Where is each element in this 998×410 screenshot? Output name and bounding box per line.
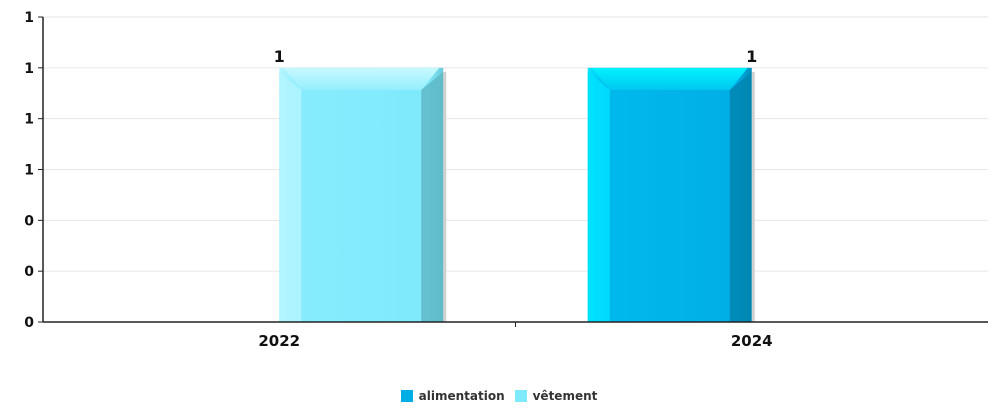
y-tick-label: 0 — [24, 264, 34, 280]
y-tick-label: 1 — [24, 112, 34, 128]
bar-front-face — [279, 67, 444, 322]
y-tick-label: 1 — [24, 61, 34, 77]
legend-item-vêtement[interactable]: vêtement — [514, 389, 598, 403]
bar-2024-alimentation[interactable] — [587, 67, 755, 322]
bar-left-bevel — [279, 71, 302, 322]
bar-top-bevel — [283, 67, 440, 90]
x-tick-label: 2022 — [258, 332, 300, 350]
y-tick-label: 0 — [24, 213, 34, 229]
bar-shadow — [751, 71, 755, 322]
legend-swatch — [400, 390, 413, 402]
x-tick-label: 2024 — [731, 332, 773, 350]
y-tick-label: 1 — [24, 163, 34, 179]
legend-item-alimentation[interactable]: alimentation — [400, 389, 505, 403]
data-label: 1 — [274, 47, 285, 66]
bar-left-bevel — [587, 71, 610, 322]
legend-label: alimentation — [418, 389, 505, 403]
bar-2022-vêtement[interactable] — [279, 67, 447, 322]
chart-legend: alimentation vêtement — [0, 386, 998, 406]
y-tick-label: 0 — [24, 315, 34, 331]
legend-label: vêtement — [532, 389, 598, 403]
bar-shadow — [443, 71, 447, 322]
bar-front-face — [587, 67, 752, 322]
data-label: 1 — [746, 47, 757, 66]
y-tick-label: 1 — [24, 10, 34, 26]
legend-swatch — [514, 390, 527, 402]
bar-top-bevel — [591, 67, 748, 90]
bar-right-bevel — [421, 71, 444, 322]
bar-right-bevel — [729, 71, 752, 322]
